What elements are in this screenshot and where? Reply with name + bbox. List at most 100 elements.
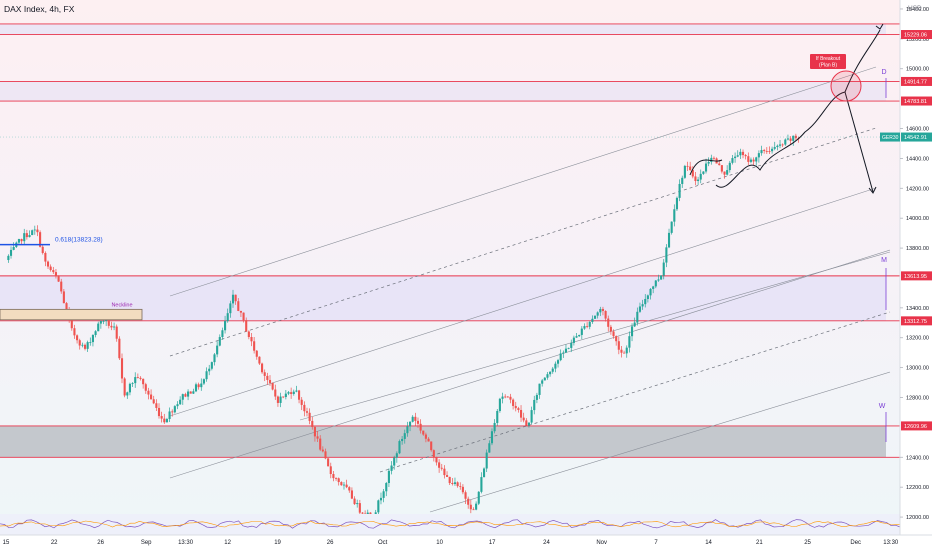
candle-body: [308, 412, 311, 421]
candle-body: [187, 391, 190, 397]
candle-body: [580, 328, 583, 335]
candle-body: [57, 276, 60, 282]
candle-body: [229, 303, 232, 314]
candle-body: [453, 482, 457, 484]
candle-body: [609, 326, 612, 332]
y-tick-label: 14600.00: [906, 127, 929, 133]
callout-text: (Plan B): [819, 63, 837, 69]
candle-body: [194, 384, 198, 392]
x-tick-label: 26: [327, 540, 334, 546]
candle-body: [295, 390, 298, 392]
candle-body: [559, 353, 562, 361]
candle-body: [237, 301, 240, 311]
candle-body: [623, 352, 626, 354]
candle-body: [670, 221, 673, 233]
candle-body: [786, 138, 790, 140]
candle-body: [435, 457, 438, 463]
candle-body: [731, 158, 734, 163]
candle-body: [284, 393, 287, 398]
candle-body: [385, 483, 388, 492]
candle-body: [197, 384, 200, 388]
candle-body: [303, 404, 306, 412]
candle-body: [83, 344, 87, 349]
candle-body: [321, 449, 324, 452]
candle-body: [202, 379, 205, 384]
candle-body: [493, 422, 496, 432]
arrow-head-down: [868, 186, 877, 194]
candle-body: [276, 396, 279, 403]
candle-body: [747, 156, 750, 162]
candle-body: [501, 396, 504, 399]
candle-body: [327, 458, 330, 467]
candle-body: [749, 159, 753, 162]
candle-body: [52, 270, 55, 273]
candle-body: [525, 420, 528, 426]
candle-body: [718, 163, 721, 166]
candle-body: [184, 394, 187, 397]
x-tick-label: 12: [224, 540, 231, 546]
candle-body: [390, 465, 393, 471]
candle-body: [271, 382, 274, 390]
candle-body: [377, 500, 380, 513]
candle-body: [216, 345, 219, 355]
candle-body: [226, 313, 229, 322]
price-badge: [901, 316, 932, 326]
candle-body: [488, 443, 491, 453]
candle-body: [105, 319, 108, 321]
channel-line: [299, 251, 891, 421]
candle-body: [760, 150, 763, 154]
callout-text: If Breakout: [816, 56, 841, 62]
candle-body: [73, 328, 76, 336]
candle-body: [414, 416, 417, 421]
candle-body: [329, 466, 332, 475]
candle-body: [332, 474, 335, 479]
candle-body: [477, 491, 480, 504]
breakout-circle: [830, 70, 862, 102]
candle-body: [710, 157, 713, 162]
candle-body: [625, 347, 628, 354]
x-tick-label: 19: [274, 540, 281, 546]
candle-body: [139, 377, 142, 379]
price-badge: [901, 421, 932, 431]
candle-body: [599, 308, 602, 313]
candle-body: [221, 330, 224, 338]
candle-body: [720, 165, 723, 172]
x-tick-label: Oct: [378, 540, 388, 546]
candle-body: [337, 478, 340, 483]
x-tick-label: 10: [436, 540, 443, 546]
candle-body: [41, 246, 44, 253]
candle-body: [734, 156, 737, 159]
candle-body: [89, 342, 92, 343]
candle-body: [490, 431, 494, 444]
candle-body: [530, 410, 533, 423]
candle-body: [300, 399, 303, 405]
candle-body: [401, 438, 404, 442]
candle-body: [467, 498, 470, 505]
candle-body: [686, 165, 689, 167]
candle-body: [110, 325, 113, 328]
y-tick-label: 13800.00: [906, 246, 929, 252]
candle-body: [549, 371, 552, 375]
candle-body: [575, 336, 578, 338]
candle-body: [541, 380, 544, 384]
candle-body: [443, 468, 446, 476]
candle-body: [324, 451, 327, 459]
candle-body: [192, 391, 195, 394]
candle-body: [179, 399, 182, 405]
candle-body: [173, 406, 176, 413]
candle-body: [60, 281, 63, 292]
candle-body: [533, 399, 536, 411]
candle-body: [366, 512, 369, 516]
candle-body: [451, 483, 454, 484]
candle-body: [181, 394, 184, 400]
price-badge-label: 14783.81: [904, 99, 927, 105]
candle-body: [86, 342, 89, 349]
candle-body: [165, 419, 168, 423]
x-tick-label: 22: [51, 540, 58, 546]
indicator-pane: [0, 514, 900, 535]
y-tick-label: 13200.00: [906, 336, 929, 342]
candle-body: [636, 311, 639, 323]
candle-body: [120, 358, 124, 379]
candle-body: [305, 411, 309, 413]
